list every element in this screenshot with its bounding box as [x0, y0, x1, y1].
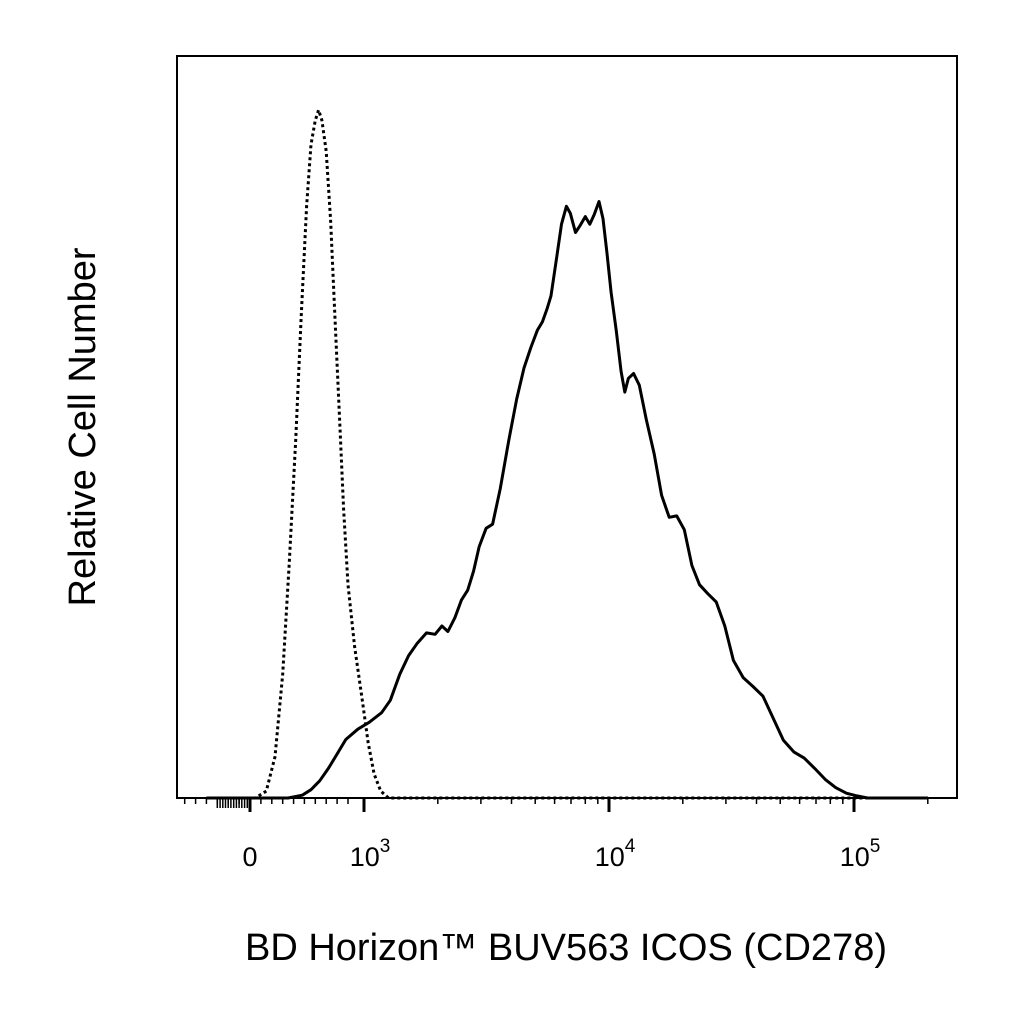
x-tick-label: 0	[242, 842, 257, 872]
x-tick-label: 104	[595, 836, 636, 872]
x-tick-label: 103	[350, 836, 391, 872]
x-axis-tick-labels: 0 103 104 105	[242, 836, 880, 872]
x-axis-title: BD Horizon™ BUV563 ICOS (CD278)	[245, 927, 887, 969]
series-layer	[206, 108, 928, 800]
isotype-control-curve	[241, 108, 928, 800]
x-tick-label: 105	[840, 836, 881, 872]
plot-frame	[176, 55, 958, 799]
stained-sample-curve	[206, 200, 928, 800]
x-axis-ticks	[183, 798, 929, 812]
y-axis-title: Relative Cell Number	[62, 247, 104, 606]
